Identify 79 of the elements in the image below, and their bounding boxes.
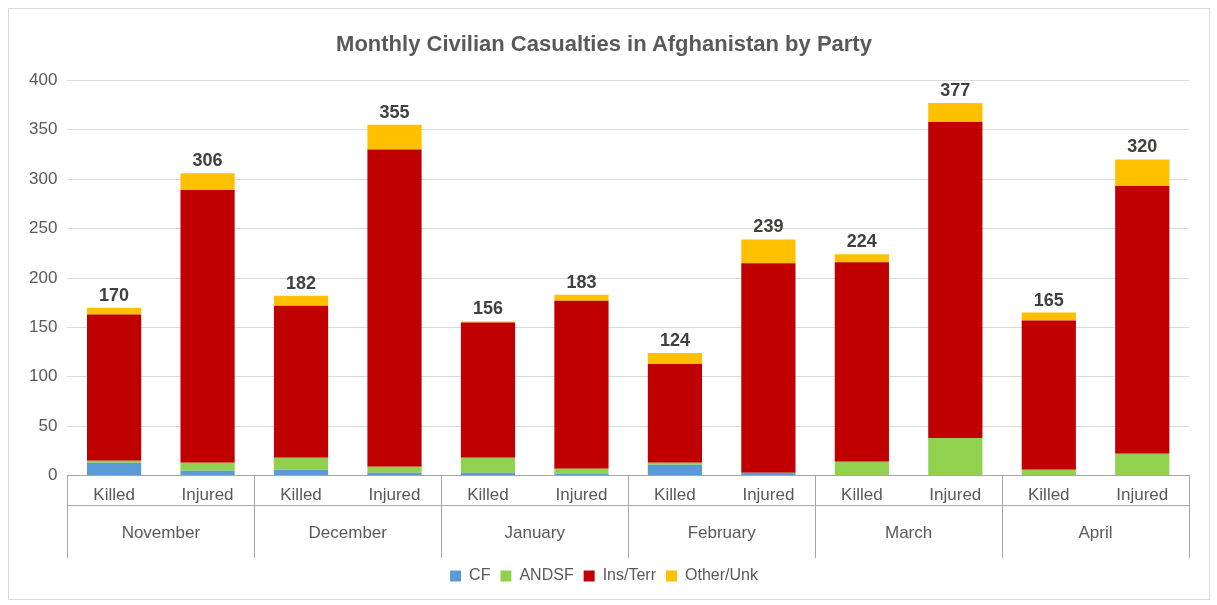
bar [647, 363, 703, 463]
bar [86, 462, 142, 476]
x-tick-label: Killed [654, 485, 696, 505]
x-tick-label: Injured [929, 485, 982, 505]
text: February [687, 523, 757, 543]
y-tick-label: 250 [28, 218, 58, 238]
x-tick-label: Injured [555, 485, 608, 505]
bar [554, 300, 609, 469]
x-tick-label: Injured [368, 485, 421, 505]
total-label: 377 [940, 80, 971, 101]
legend-label: Other/Unk [684, 566, 759, 584]
bar [180, 190, 235, 463]
legend-label: Ins/Terr [602, 566, 657, 584]
bar [741, 263, 796, 473]
total-label: 170 [99, 284, 130, 305]
y-tick-label: 0 [47, 465, 58, 485]
y-tick-label: 150 [28, 317, 58, 337]
x-tick-label: Killed [1028, 485, 1070, 505]
x-tick-label: Injured [742, 485, 795, 505]
total-label: 165 [1033, 289, 1064, 310]
bar [554, 294, 609, 301]
y-tick-label: 200 [28, 267, 58, 287]
total-label: 224 [846, 231, 877, 252]
bar [834, 461, 889, 476]
x-tick-label: Injured [181, 485, 234, 505]
total-label: 182 [286, 272, 317, 293]
bar [180, 470, 235, 476]
bar [367, 149, 422, 467]
bar [928, 121, 983, 439]
bar [928, 438, 983, 476]
x-tick-label: Injured [1116, 485, 1169, 505]
bar [273, 305, 329, 458]
total-label: 156 [472, 298, 503, 319]
total-label: 239 [753, 216, 784, 237]
bar [86, 314, 142, 461]
legend-label: CF [469, 566, 491, 584]
bar [834, 262, 889, 462]
x-tick-label: Killed [467, 485, 509, 505]
bar [1115, 453, 1170, 476]
text: November [121, 523, 201, 543]
y-tick-label: 100 [28, 366, 58, 386]
bar [647, 353, 703, 364]
bar [460, 457, 516, 473]
bar [273, 295, 329, 306]
bar [741, 239, 796, 264]
text: April [1078, 523, 1113, 543]
total-label: 320 [1127, 136, 1158, 157]
bar [834, 254, 889, 263]
bar [367, 466, 422, 473]
bar [1115, 159, 1170, 187]
bar [273, 457, 329, 470]
text: March [884, 523, 933, 543]
bar [647, 464, 703, 476]
y-tick-label: 350 [28, 119, 58, 139]
x-tick-label: Killed [280, 485, 322, 505]
total-label: 183 [566, 271, 597, 292]
bar [1021, 469, 1076, 476]
x-tick-label: Killed [841, 485, 883, 505]
total-label: 124 [659, 330, 690, 351]
y-tick-label: 300 [28, 168, 58, 188]
bar [928, 103, 983, 122]
bar [367, 124, 422, 150]
bar [1115, 186, 1170, 454]
total-label: 306 [192, 150, 223, 171]
bar [554, 468, 609, 474]
y-tick-label: 400 [28, 70, 58, 90]
text: December [308, 523, 388, 543]
bar [460, 322, 516, 458]
bar [180, 462, 235, 471]
x-tick-label: Killed [93, 485, 135, 505]
legend-label: ANDSF [519, 566, 574, 584]
chart-title: Monthly Civilian Casualties in Afghanistan by Party [336, 31, 873, 57]
bar [273, 469, 329, 476]
y-tick-label: 50 [38, 415, 58, 435]
bar [86, 307, 142, 315]
text: January [504, 523, 566, 543]
bar [1021, 320, 1076, 470]
bar [180, 173, 235, 191]
total-label: 355 [379, 101, 410, 122]
